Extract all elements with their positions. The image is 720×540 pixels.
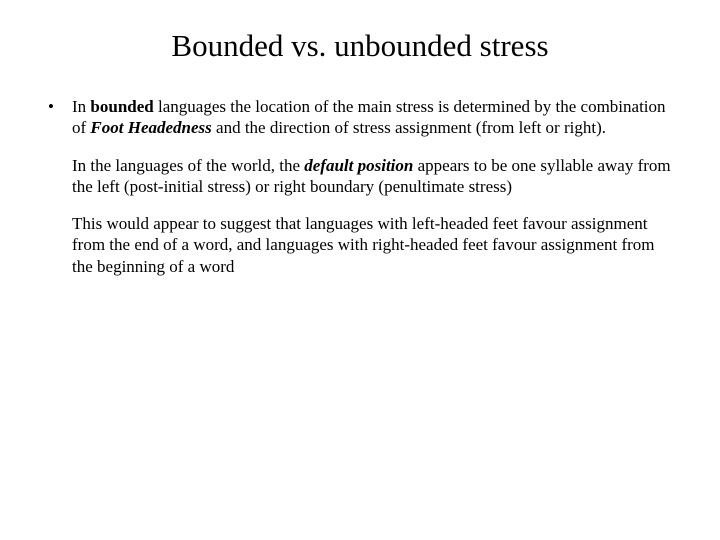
slide-title: Bounded vs. unbounded stress [48,28,672,64]
bullet-dot-icon: • [48,96,72,117]
p2-text-1: In the languages of the world, the [72,156,304,175]
p1-bold-1: bounded [90,97,153,116]
bullet-text-1: In bounded languages the location of the… [72,96,672,139]
paragraph-3: This would appear to suggest that langua… [72,213,672,277]
p1-text-1: In [72,97,90,116]
p1-text-3: and the direction of stress assignment (… [212,118,606,137]
bullet-item-1: • In bounded languages the location of t… [48,96,672,139]
paragraph-2: In the languages of the world, the defau… [72,155,672,198]
p3-text-1: This would appear to suggest that langua… [72,214,655,276]
p1-bolditalic-1: Foot Headedness [90,118,211,137]
p2-bolditalic-1: default position [304,156,413,175]
slide-body: • In bounded languages the location of t… [48,96,672,277]
slide: Bounded vs. unbounded stress • In bounde… [0,0,720,540]
